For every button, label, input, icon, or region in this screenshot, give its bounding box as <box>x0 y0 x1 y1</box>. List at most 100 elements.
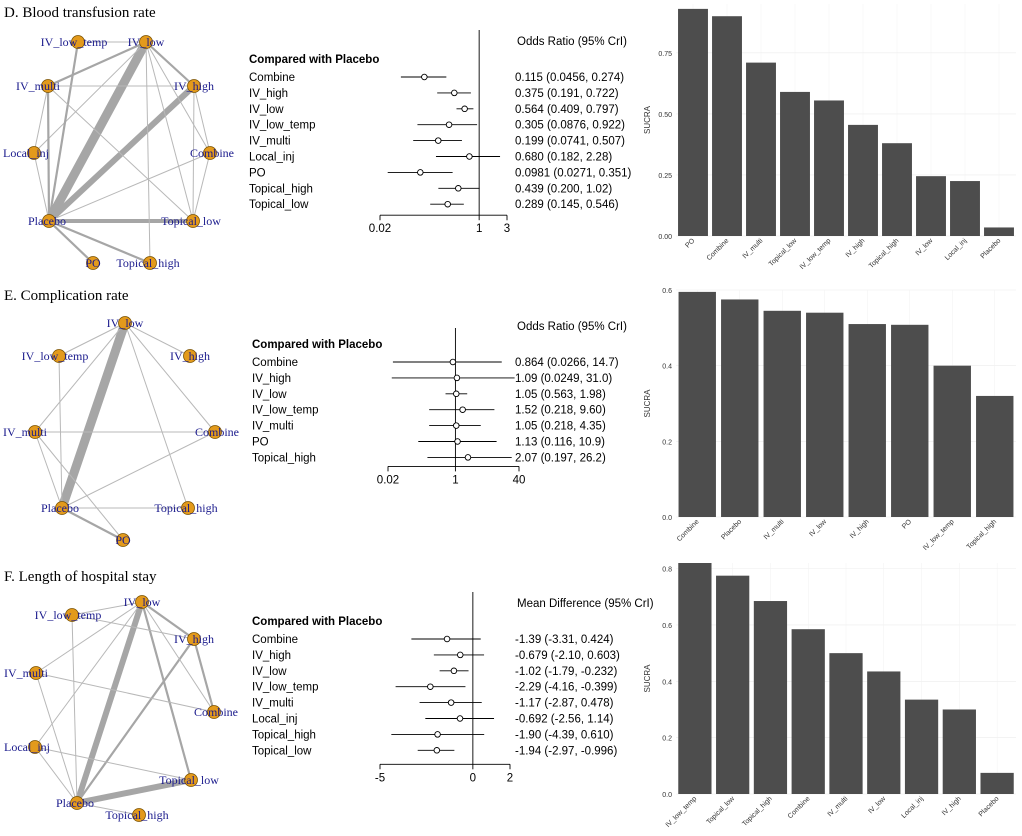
forest-plot: Odds Ratio (95% CrI) Compared with Placeb… <box>252 321 627 486</box>
network-edge <box>75 637 196 805</box>
network-node-label: IV_multi <box>3 425 48 439</box>
network-edge <box>34 746 78 804</box>
point-estimate <box>445 121 453 128</box>
y-tick-label: 0.4 <box>662 679 672 686</box>
forest-tick-label: 2 <box>507 772 513 784</box>
sucra-bar <box>678 563 712 794</box>
section-title: F. Length of hospital stay <box>4 569 157 585</box>
network-edge <box>124 322 216 433</box>
sucra-bar <box>678 291 716 517</box>
x-tick-label: Combine <box>706 237 731 262</box>
forest-column-label: Odds Ratio (95% CrI) <box>517 36 627 48</box>
network-node <box>139 35 153 49</box>
x-tick-label: IV_high <box>845 237 867 259</box>
network-node <box>143 256 157 270</box>
forest-tick-label: -5 <box>375 772 385 784</box>
network-node-label: Placebo <box>56 796 94 810</box>
forest-row-value: 1.52 (0.218, 9.60) <box>515 405 606 417</box>
network-node <box>70 796 84 810</box>
forest-row-value: -2.29 (-4.16, -0.399) <box>515 682 617 694</box>
x-tick-label: IV_low <box>915 237 935 257</box>
forest-row-value: -1.02 (-1.79, -0.232) <box>515 666 617 678</box>
x-tick-label: Topical_high <box>868 237 901 270</box>
point-estimate <box>454 438 461 445</box>
sucra-bar <box>882 143 912 236</box>
forest-plot: Odds Ratio (95% CrI) Compared with Placeb… <box>249 30 632 235</box>
network-node <box>184 773 198 787</box>
forest-column-label: Mean Difference (95% CrI) <box>517 598 654 610</box>
forest-row-label: IV_multi <box>252 421 294 433</box>
point-estimate <box>434 137 442 144</box>
forest-row-label: Topical_high <box>249 183 313 195</box>
x-tick-label: PO <box>684 237 696 249</box>
forest-row-value: 0.680 (0.182, 2.28) <box>515 152 612 164</box>
network-node <box>116 533 130 547</box>
forest-tick-label: 40 <box>513 474 526 486</box>
forest-row-value: -0.679 (-2.10, 0.603) <box>515 650 620 662</box>
forest-row-label: IV_multi <box>249 136 291 148</box>
point-estimate <box>449 358 457 366</box>
point-estimate <box>456 651 464 659</box>
network-node-label: Placebo <box>41 501 79 515</box>
forest-header: Compared with Placebo <box>249 54 379 66</box>
network-node-label: IV_low <box>124 595 161 609</box>
sucra-bar <box>814 100 844 236</box>
network-edge <box>192 637 216 714</box>
network-plot: IV_low IV_low_temp IV_high IV_multi Combine L… <box>4 595 238 822</box>
network-edge <box>33 41 147 154</box>
network-node <box>208 425 222 439</box>
network-node-label: Combine <box>195 425 239 439</box>
network-node-label: PO <box>115 533 131 547</box>
sucra-bar <box>848 324 886 517</box>
network-node <box>42 214 56 228</box>
forest-row-label: Combine <box>252 634 298 646</box>
forest-row-value: 1.09 (0.0249, 31.0) <box>515 373 612 385</box>
point-estimate <box>453 422 460 429</box>
y-axis-label: SUCRA <box>643 664 652 693</box>
point-estimate <box>459 406 466 413</box>
network-plot: IV_low IV_low_temp IV_high IV_multi Combine P… <box>3 316 239 547</box>
sucra-bar-chart: 0.0 0.2 0.4 0.6 0.8 IV_low_temp Topical_low Top… <box>643 563 1016 829</box>
forest-header: Compared with Placebo <box>252 339 382 351</box>
network-edge <box>124 322 189 509</box>
sucra-bar <box>716 575 750 794</box>
forest-row-label: IV_low_temp <box>249 120 315 132</box>
x-tick-label: Topical_high <box>741 795 774 828</box>
forest-row-value: 2.07 (0.197, 26.2) <box>515 452 606 464</box>
forest-tick-label: 1 <box>452 474 458 486</box>
network-node-label: IV_low <box>128 35 165 49</box>
x-tick-label: Topical_low <box>768 237 799 268</box>
point-estimate <box>464 454 472 461</box>
network-node <box>183 349 197 363</box>
forest-tick-label: 3 <box>504 223 510 235</box>
network-edge <box>57 318 130 513</box>
x-tick-label: Topical_high <box>966 518 999 551</box>
network-edge <box>145 41 194 222</box>
y-tick-label: 0.2 <box>662 736 672 743</box>
y-tick-label: 0.0 <box>662 515 672 522</box>
forest-row-value: 0.305 (0.0876, 0.922) <box>515 120 625 132</box>
y-tick-label: 0.00 <box>658 234 672 241</box>
network-edge <box>71 614 78 804</box>
network-node-label: Local_inj <box>4 740 50 754</box>
network-edge <box>145 41 151 264</box>
network-node <box>52 349 66 363</box>
y-tick-label: 0.0 <box>662 792 672 799</box>
y-axis-label: SUCRA <box>643 105 652 134</box>
x-tick-label: Local_inj <box>900 795 925 820</box>
network-node <box>135 595 149 609</box>
forest-tick-label: 0 <box>470 772 476 784</box>
forest-row-value: 1.05 (0.218, 4.35) <box>515 421 606 433</box>
sucra-bar <box>916 176 946 236</box>
network-edge <box>144 40 196 88</box>
forest-tick-label: 0.02 <box>369 223 391 235</box>
point-estimate <box>456 715 464 722</box>
network-node <box>29 666 43 680</box>
point-estimate <box>434 731 441 738</box>
point-estimate <box>447 699 455 706</box>
network-edge <box>140 600 193 782</box>
forest-row-label: Combine <box>249 72 295 84</box>
forest-row-label: IV_multi <box>252 698 294 710</box>
network-node-label: IV_high <box>170 349 210 363</box>
